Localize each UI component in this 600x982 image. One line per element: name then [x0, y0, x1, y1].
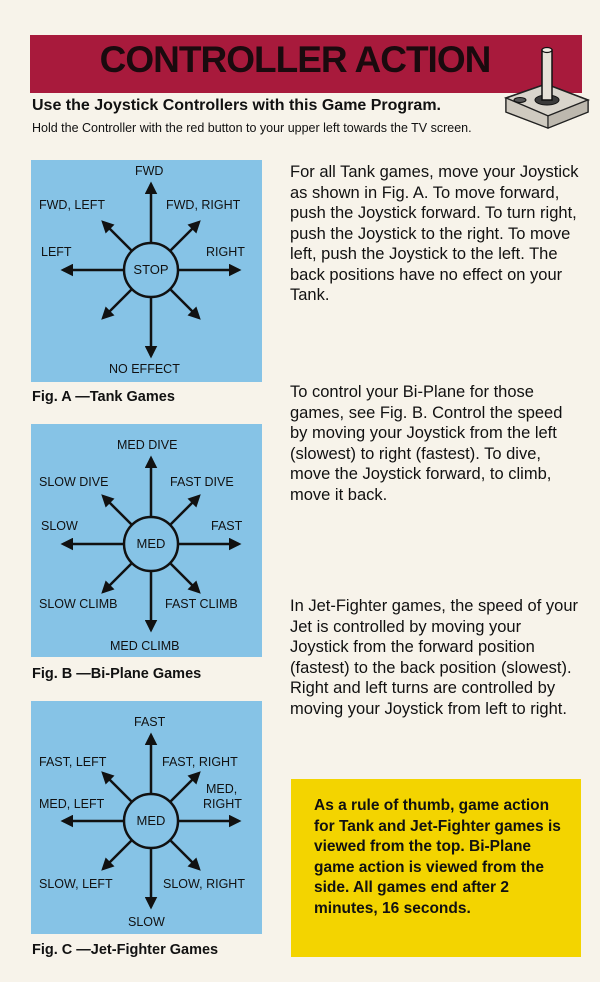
- fig-b-diagram: MED DIVE SLOW DIVE FAST DIVE SLOW FAST M…: [31, 424, 262, 657]
- fig-a-label-top-right: FWD, RIGHT: [166, 198, 241, 212]
- subtitle: Use the Joystick Controllers with this G…: [32, 97, 441, 114]
- fig-c-center-label: MED: [136, 813, 166, 828]
- fig-b-label-top-right: FAST DIVE: [170, 475, 234, 489]
- fig-a-arrows: [60, 181, 242, 359]
- fig-b-arrows: [60, 455, 242, 633]
- tank-paragraph: For all Tank games, move your Joystick a…: [290, 163, 579, 304]
- fig-a-label-right: RIGHT: [206, 245, 245, 259]
- fig-a-diagram: FWD FWD, LEFT FWD, RIGHT LEFT RIGHT STOP…: [31, 160, 262, 382]
- fig-a-label-bottom: NO EFFECT: [109, 362, 180, 376]
- fig-b-label-bottom: MED CLIMB: [110, 639, 180, 653]
- fig-a-label-top: FWD: [135, 164, 164, 178]
- fig-b-center-label: MED: [136, 536, 166, 551]
- rule-of-thumb-text: As a rule of thumb, game action for Tank…: [314, 797, 561, 917]
- fig-c-diagram: FAST FAST, LEFT FAST, RIGHT MED, LEFT ME…: [31, 701, 262, 934]
- fig-b-label-bottom-right: FAST CLIMB: [165, 597, 238, 611]
- fig-a-center-label: STOP: [133, 262, 169, 277]
- title-banner: [30, 35, 582, 93]
- fig-c-label-left: MED, LEFT: [39, 797, 105, 811]
- fig-b-label-top-left: SLOW DIVE: [39, 475, 109, 489]
- fig-c-arrows: [60, 732, 242, 910]
- fig-b-label-top: MED DIVE: [117, 438, 178, 452]
- fig-b-caption: Fig. B —Bi-Plane Games: [32, 666, 202, 682]
- fig-c-label-top: FAST: [134, 715, 166, 729]
- hold-instruction: Hold the Controller with the red button …: [32, 121, 472, 135]
- fig-b-label-bottom-left: SLOW CLIMB: [39, 597, 118, 611]
- fig-b-label-left: SLOW: [41, 519, 78, 533]
- jet-paragraph: In Jet-Fighter games, the speed of your …: [290, 597, 578, 718]
- fig-c-label-top-left: FAST, LEFT: [39, 755, 107, 769]
- fig-c-label-bottom-left: SLOW, LEFT: [39, 877, 113, 891]
- fig-c-label-right-line1: MED,: [206, 782, 238, 796]
- fig-a-label-top-left: FWD, LEFT: [39, 198, 105, 212]
- fig-c-label-bottom: SLOW: [128, 915, 165, 929]
- joystick-icon: [503, 46, 591, 129]
- fig-a-label-left: LEFT: [41, 245, 72, 259]
- fig-a-caption: Fig. A —Tank Games: [32, 389, 175, 405]
- fig-c-caption: Fig. C —Jet-Fighter Games: [32, 942, 219, 958]
- rule-of-thumb-box: [291, 779, 581, 957]
- fig-b-label-right: FAST: [211, 519, 243, 533]
- biplane-paragraph: To control your Bi-Plane for those games…: [290, 383, 563, 504]
- fig-c-label-top-right: FAST, RIGHT: [162, 755, 238, 769]
- fig-c-label-right-line2: RIGHT: [203, 797, 242, 811]
- page-title: CONTROLLER ACTION: [99, 39, 492, 80]
- fig-c-label-bottom-right: SLOW, RIGHT: [163, 877, 245, 891]
